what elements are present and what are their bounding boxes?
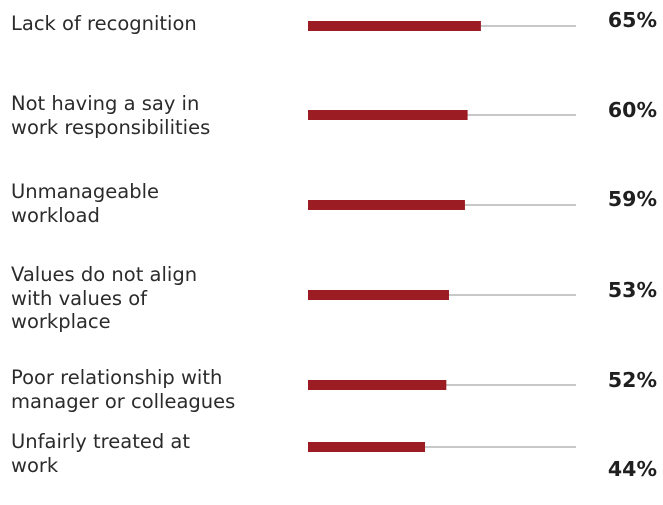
bar-1 bbox=[308, 110, 468, 120]
value-label-2: 59% bbox=[607, 187, 657, 211]
bar-2 bbox=[308, 200, 465, 210]
category-label-0: Lack of recognition bbox=[11, 12, 197, 35]
value-label-1: 60% bbox=[607, 98, 657, 122]
bar-5 bbox=[308, 442, 426, 452]
value-label-0: 65% bbox=[607, 8, 657, 32]
category-label-3: Values do not align with values of workp… bbox=[11, 263, 198, 333]
value-label-5: 44% bbox=[607, 457, 657, 481]
category-label-1: Not having a say in work responsibilitie… bbox=[11, 92, 211, 139]
value-label-4: 52% bbox=[607, 368, 657, 392]
bar-0 bbox=[308, 21, 481, 31]
category-label-2: Unmanageable workload bbox=[11, 180, 160, 227]
category-label-5: Unfairly treated at work bbox=[11, 430, 191, 477]
category-label-4: Poor relationship with manager or collea… bbox=[11, 366, 236, 413]
value-label-3: 53% bbox=[607, 278, 657, 302]
bar-3 bbox=[308, 290, 449, 300]
bar-4 bbox=[308, 380, 447, 390]
